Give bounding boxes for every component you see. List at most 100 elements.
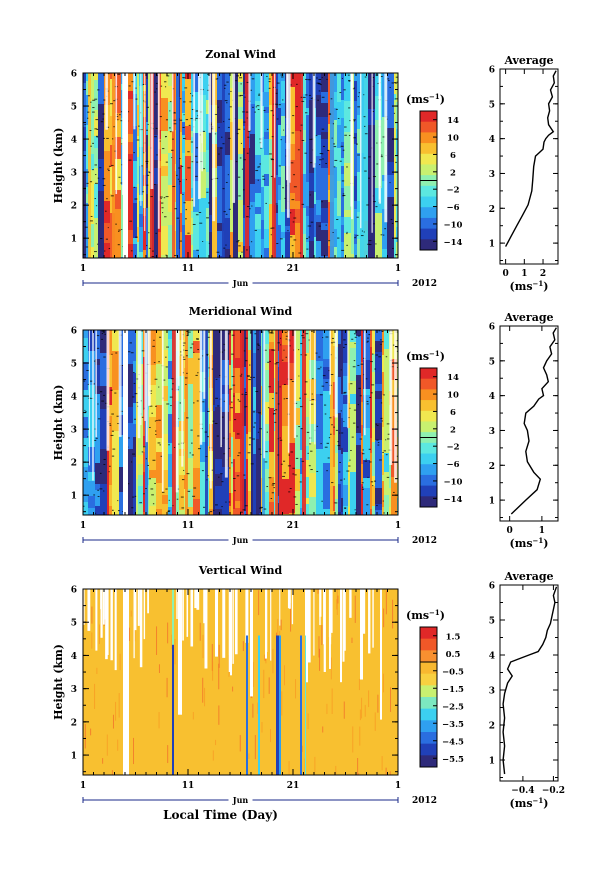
panel-title: Zonal Wind	[205, 48, 276, 61]
x-month-label: Jun	[232, 535, 249, 545]
colorbar-swatch	[420, 743, 437, 756]
profile-frame	[499, 584, 559, 782]
profile-y-tick-label: 4	[489, 392, 495, 402]
colorbar-unit-label: (ms−1)	[406, 92, 445, 106]
colorbar-swatch	[420, 638, 437, 651]
x-year-label: 2012	[412, 536, 437, 546]
heatmap	[83, 330, 398, 515]
profile-x-tick-label: 0	[502, 269, 508, 279]
colorbar-swatch	[420, 673, 437, 686]
profile-frame	[499, 325, 559, 522]
profile-title: Average	[503, 54, 553, 67]
profile-x-tick-label: 1	[521, 269, 527, 279]
colorbar-swatch	[420, 708, 437, 721]
colorbar-tick-label: −0.5	[442, 667, 464, 677]
colorbar-tick-label: 1.5	[446, 632, 461, 642]
colorbar-swatch	[420, 153, 437, 165]
x-tick-label: 1	[80, 521, 86, 531]
profile-y-tick-label: 2	[489, 205, 495, 215]
x-tick-label: 11	[182, 264, 195, 274]
colorbar-swatch	[420, 627, 437, 640]
profile-title: Average	[503, 311, 553, 324]
x-year-label: 2012	[412, 796, 437, 806]
colorbar-swatch	[420, 496, 437, 508]
colorbar-swatch	[420, 485, 437, 497]
colorbar-swatch	[420, 442, 437, 455]
colorbar-swatch	[420, 111, 437, 123]
x-tick-label: 1	[80, 264, 86, 274]
profile-x-tick-label: 2	[540, 269, 546, 279]
profile-x-tick-label: 0	[507, 526, 513, 536]
colorbar-tick-label: −10	[444, 477, 463, 487]
y-tick-label: 1	[71, 492, 77, 502]
y-tick-label: 3	[71, 685, 77, 695]
profile-y-tick-label: 1	[489, 497, 495, 507]
y-tick-label: 4	[71, 393, 77, 403]
colorbar-tick-label: −1.5	[442, 685, 464, 695]
colorbar-swatch	[420, 228, 437, 240]
colorbar-swatch	[420, 378, 437, 390]
colorbar-tick-label: −2	[446, 186, 459, 196]
profile-x-axis-label: (ms−1)	[509, 796, 548, 810]
profile-y-tick-label: 5	[489, 357, 495, 367]
colorbar-tick-label: 6	[450, 408, 456, 418]
y-axis-label: Height (km)	[52, 128, 65, 204]
y-tick-label: 3	[71, 426, 77, 436]
x-tick-label: 1	[395, 521, 401, 531]
y-tick-label: 4	[71, 652, 77, 662]
y-tick-label: 6	[71, 70, 77, 80]
x-tick-label: 11	[182, 781, 195, 791]
y-tick-label: 4	[71, 136, 77, 146]
x-month-label: Jun	[232, 278, 249, 288]
colorbar-swatch	[420, 685, 437, 698]
colorbar-tick-label: 2	[450, 168, 456, 178]
profile-line	[510, 327, 557, 515]
profile-frame	[499, 68, 559, 265]
colorbar-swatch	[420, 697, 437, 710]
y-tick-label: 2	[71, 202, 77, 212]
x-tick-label: 1	[395, 781, 401, 791]
x-tick-label: 1	[80, 781, 86, 791]
profile-y-tick-label: 6	[489, 323, 495, 333]
colorbar-swatch	[420, 143, 437, 155]
colorbar-unit-label: (ms−1)	[406, 349, 445, 363]
y-tick-label: 3	[71, 169, 77, 179]
x-axis-label: Local Time (Day)	[163, 808, 278, 822]
colorbar-tick-label: 6	[450, 151, 456, 161]
colorbar-swatch	[420, 164, 437, 176]
y-tick-label: 6	[71, 586, 77, 596]
colorbar-swatch	[420, 207, 437, 219]
colorbar-swatch	[420, 239, 437, 251]
x-tick-label: 21	[287, 264, 300, 274]
colorbar-swatch	[420, 400, 437, 412]
profile-y-tick-label: 4	[489, 652, 495, 662]
colorbar-swatch	[420, 217, 437, 230]
y-tick-label: 5	[71, 103, 77, 113]
colorbar-frame	[419, 626, 438, 768]
colorbar-tick-label: −14	[444, 238, 463, 248]
colorbar-swatch	[420, 389, 437, 401]
colorbar-swatch	[420, 464, 437, 476]
colorbar-unit-label: (ms−1)	[406, 608, 445, 622]
profile-y-tick-label: 6	[489, 582, 495, 592]
colorbar-swatch	[420, 121, 437, 133]
colorbar-tick-label: 14	[447, 116, 459, 126]
colorbar-swatch	[420, 732, 437, 745]
colorbar-tick-label: −5.5	[442, 755, 464, 765]
colorbar-tick-label: −2.5	[442, 702, 464, 712]
colorbar-tick-label: −10	[444, 220, 463, 230]
y-tick-label: 2	[71, 718, 77, 728]
x-tick-label: 21	[287, 781, 300, 791]
profile-y-tick-label: 3	[489, 170, 495, 180]
profile-x-axis-label: (ms−1)	[509, 536, 548, 550]
y-axis-label: Height (km)	[52, 385, 65, 461]
colorbar-swatch	[420, 132, 437, 144]
heatmap	[83, 589, 398, 775]
profile-title: Average	[503, 570, 553, 583]
profile-y-tick-label: 1	[489, 240, 495, 250]
profile-y-tick-label: 5	[489, 617, 495, 627]
y-tick-label: 5	[71, 619, 77, 629]
